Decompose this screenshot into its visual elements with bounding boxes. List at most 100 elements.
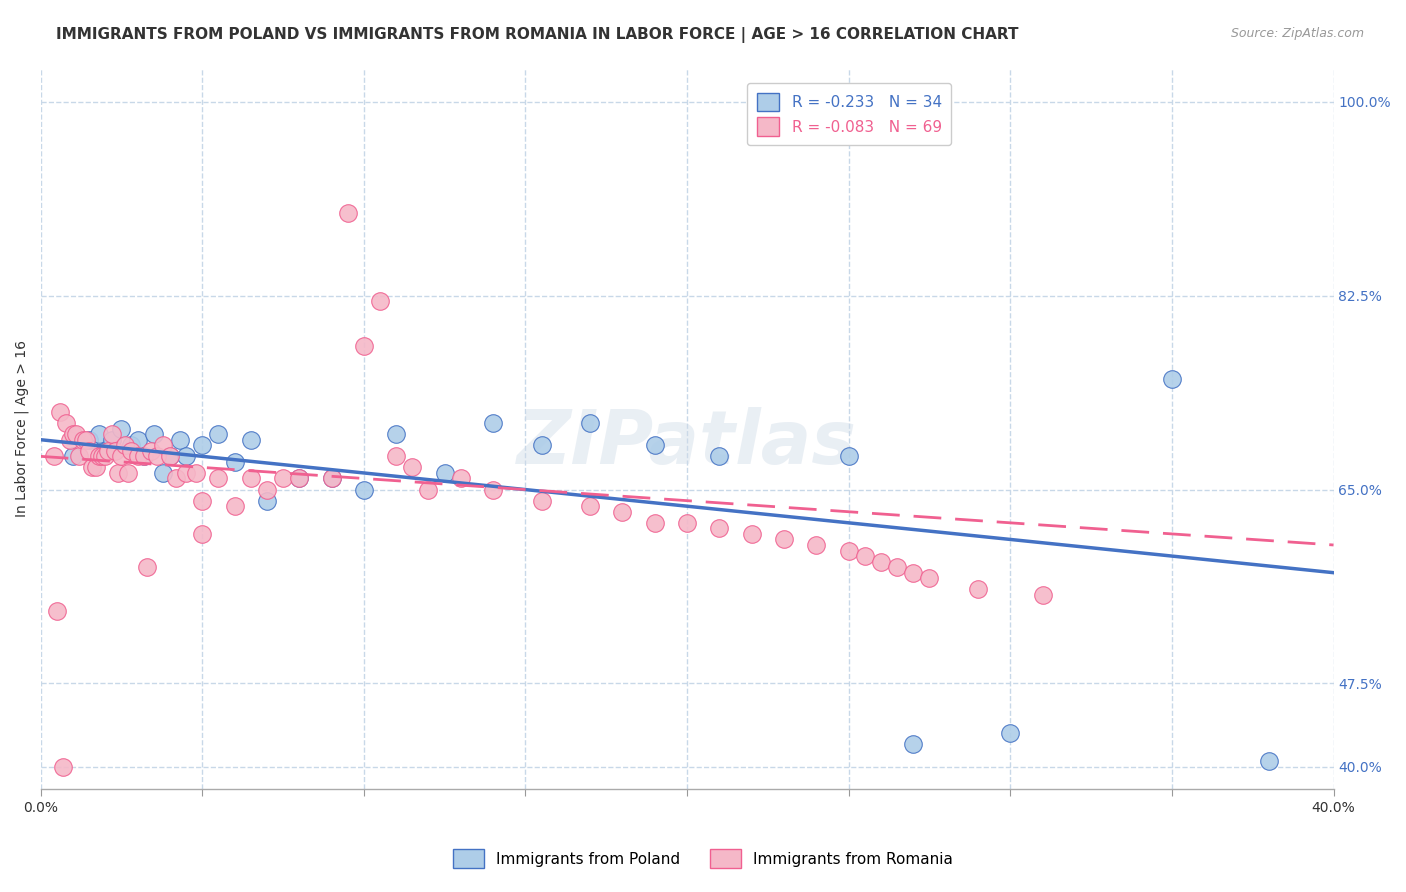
Point <box>1032 588 1054 602</box>
Point <box>132 450 155 464</box>
Point <box>741 527 763 541</box>
Point <box>967 582 990 597</box>
Point <box>530 493 553 508</box>
Point <box>107 466 129 480</box>
Point <box>67 450 90 464</box>
Point <box>433 466 456 480</box>
Point <box>97 443 120 458</box>
Point <box>903 566 925 580</box>
Point <box>127 433 149 447</box>
Point <box>773 533 796 547</box>
Point <box>104 443 127 458</box>
Point <box>191 438 214 452</box>
Point <box>117 466 139 480</box>
Point <box>207 471 229 485</box>
Point <box>100 427 122 442</box>
Point <box>75 433 97 447</box>
Point <box>709 450 731 464</box>
Point <box>84 460 107 475</box>
Point <box>184 466 207 480</box>
Point <box>142 427 165 442</box>
Point <box>62 427 84 442</box>
Legend: R = -0.233   N = 34, R = -0.083   N = 69: R = -0.233 N = 34, R = -0.083 N = 69 <box>748 83 950 145</box>
Point <box>530 438 553 452</box>
Point <box>207 427 229 442</box>
Point <box>903 738 925 752</box>
Point <box>165 471 187 485</box>
Point <box>159 450 181 464</box>
Point <box>239 471 262 485</box>
Point <box>55 416 77 430</box>
Text: ZIPatlas: ZIPatlas <box>517 407 858 480</box>
Point <box>1257 754 1279 768</box>
Point <box>385 427 408 442</box>
Point <box>612 505 634 519</box>
Point <box>450 471 472 485</box>
Point <box>152 466 174 480</box>
Point <box>52 759 75 773</box>
Text: Source: ZipAtlas.com: Source: ZipAtlas.com <box>1230 27 1364 40</box>
Point <box>59 433 82 447</box>
Point <box>169 433 191 447</box>
Point <box>191 527 214 541</box>
Point <box>838 450 860 464</box>
Point <box>82 460 104 475</box>
Text: IMMIGRANTS FROM POLAND VS IMMIGRANTS FROM ROMANIA IN LABOR FORCE | AGE > 16 CORR: IMMIGRANTS FROM POLAND VS IMMIGRANTS FRO… <box>56 27 1019 43</box>
Point <box>42 450 65 464</box>
Y-axis label: In Labor Force | Age > 16: In Labor Force | Age > 16 <box>15 340 30 517</box>
Point <box>256 493 278 508</box>
Point <box>644 516 666 530</box>
Point <box>77 443 100 458</box>
Point <box>87 427 110 442</box>
Point <box>91 450 114 464</box>
Point <box>336 205 359 219</box>
Point <box>127 450 149 464</box>
Point <box>136 560 159 574</box>
Point <box>418 483 440 497</box>
Point <box>288 471 311 485</box>
Point <box>65 427 87 442</box>
Point <box>45 604 67 618</box>
Point <box>321 471 343 485</box>
Point <box>94 443 117 458</box>
Point <box>644 438 666 452</box>
Point <box>120 438 142 452</box>
Point <box>174 450 197 464</box>
Point <box>321 471 343 485</box>
Point <box>401 460 423 475</box>
Point <box>146 450 169 464</box>
Point <box>579 416 602 430</box>
Point <box>132 450 155 464</box>
Point <box>353 338 375 352</box>
Point <box>271 471 294 485</box>
Point <box>870 555 893 569</box>
Point <box>918 571 941 585</box>
Point <box>114 438 136 452</box>
Point <box>1000 726 1022 740</box>
Point <box>1161 372 1184 386</box>
Point <box>224 499 246 513</box>
Point <box>191 493 214 508</box>
Legend: Immigrants from Poland, Immigrants from Romania: Immigrants from Poland, Immigrants from … <box>446 841 960 875</box>
Point <box>139 443 162 458</box>
Point <box>174 466 197 480</box>
Point <box>94 450 117 464</box>
Point <box>159 450 181 464</box>
Point <box>110 450 132 464</box>
Point <box>838 543 860 558</box>
Point <box>353 483 375 497</box>
Point <box>482 483 505 497</box>
Point <box>62 450 84 464</box>
Point <box>110 422 132 436</box>
Point <box>579 499 602 513</box>
Point <box>256 483 278 497</box>
Point <box>676 516 699 530</box>
Point <box>709 521 731 535</box>
Point <box>482 416 505 430</box>
Point <box>385 450 408 464</box>
Point <box>288 471 311 485</box>
Point <box>100 433 122 447</box>
Point <box>49 405 72 419</box>
Point <box>87 450 110 464</box>
Point <box>152 438 174 452</box>
